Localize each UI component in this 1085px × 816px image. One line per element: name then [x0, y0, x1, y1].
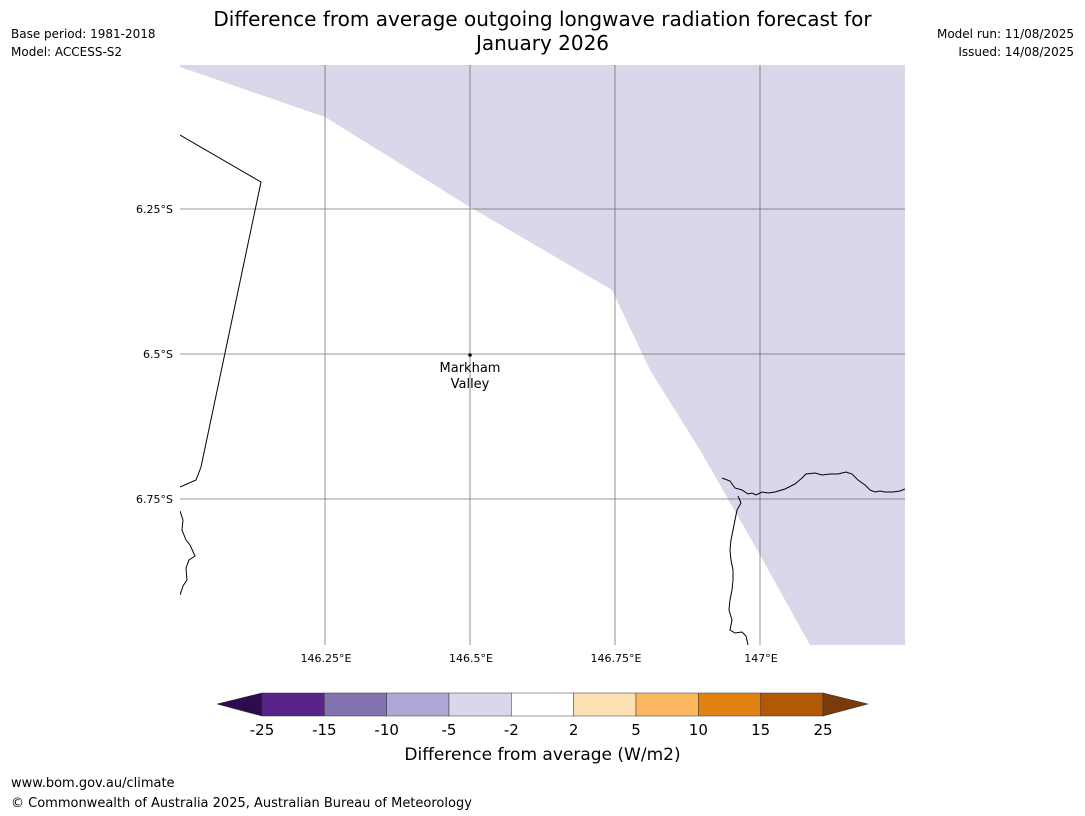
meta-left: Base period: 1981-2018 Model: ACCESS-S2: [11, 25, 156, 61]
coastline-south: [728, 495, 749, 645]
lon-label: 146.25°E: [301, 652, 352, 665]
title-line-1: Difference from average outgoing longwav…: [213, 7, 872, 31]
colorbar-tick-label: -25: [250, 721, 275, 739]
map-area: Markham Valley: [180, 65, 905, 645]
colorbar-cell: [635, 692, 699, 717]
colorbar-extend-low: [216, 692, 263, 717]
issued-date: Issued: 14/08/2025: [958, 45, 1074, 59]
colorbar-tick-label: 10: [689, 721, 708, 739]
lat-label: 6.5°S: [143, 348, 173, 361]
colorbar-tick-label: 15: [751, 721, 770, 739]
colorbar-tick-label: -5: [442, 721, 457, 739]
lon-label: 146.75°E: [591, 652, 642, 665]
colorbar-cell: [448, 692, 512, 717]
footer: www.bom.gov.au/climate © Commonwealth of…: [11, 774, 472, 814]
footer-copyright: © Commonwealth of Australia 2025, Austra…: [11, 796, 472, 811]
forecast-map: Markham Valley 6.25°S 6.5°S 6.75°S 146.2…: [136, 65, 905, 665]
colorbar-cell: [511, 692, 574, 717]
colorbar: -25 -15 -10 -5 -2 2 5 10 15 25: [216, 692, 869, 739]
colorbar-tick-label: -2: [504, 721, 519, 739]
shaded-region: [180, 65, 905, 645]
colorbar-cells: [261, 692, 824, 717]
footer-url[interactable]: www.bom.gov.au/climate: [11, 776, 175, 791]
colorbar-tick-label: -15: [312, 721, 337, 739]
colorbar-tick-label: 25: [813, 721, 832, 739]
coastlines: [180, 134, 905, 645]
place-label-line-1: Markham: [440, 361, 501, 376]
lon-label: 147°E: [744, 652, 777, 665]
colorbar-cell: [698, 692, 761, 717]
model-name: Model: ACCESS-S2: [11, 45, 123, 59]
chart-title: Difference from average outgoing longwav…: [150, 7, 935, 55]
colorbar-tick-label: -10: [374, 721, 399, 739]
colorbar-cell: [324, 692, 387, 717]
colorbar-cell: [261, 692, 325, 717]
lat-label: 6.25°S: [136, 203, 173, 216]
meta-right: Model run: 11/08/2025 Issued: 14/08/2025: [937, 25, 1074, 61]
border-line: [180, 134, 262, 488]
lat-label: 6.75°S: [136, 493, 173, 506]
colorbar-tick-label: 2: [569, 721, 579, 739]
colorbar-title: Difference from average (W/m2): [404, 745, 681, 765]
place-marker: [468, 353, 472, 357]
base-period: Base period: 1981-2018: [11, 27, 156, 41]
colorbar-tick-label: 5: [631, 721, 641, 739]
place-label-line-2: Valley: [451, 377, 490, 392]
coastline-east: [721, 471, 905, 496]
coastline-west: [180, 510, 196, 596]
colorbar-ticks: -25 -15 -10 -5 -2 2 5 10 15 25: [250, 721, 833, 739]
model-run: Model run: 11/08/2025: [936, 27, 1074, 41]
colorbar-cell: [760, 692, 824, 717]
colorbar-cell: [386, 692, 450, 717]
colorbar-cell: [573, 692, 637, 717]
colorbar-extend-high: [822, 692, 869, 717]
lon-label: 146.5°E: [449, 652, 493, 665]
title-line-2: January 2026: [475, 31, 610, 55]
